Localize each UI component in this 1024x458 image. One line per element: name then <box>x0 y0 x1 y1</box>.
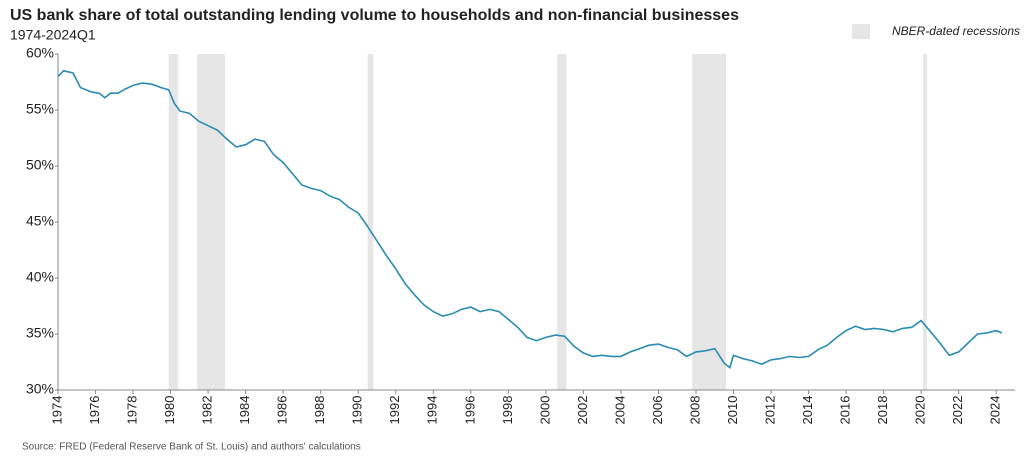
x-tick-label: 2006 <box>650 396 665 425</box>
x-tick-label: 2010 <box>725 396 740 425</box>
x-tick-label: 2020 <box>913 396 928 425</box>
y-tick-label: 55% <box>26 101 54 117</box>
recession-band <box>692 54 727 390</box>
x-tick-label: 1984 <box>237 396 252 425</box>
y-tick-label: 30% <box>26 381 54 397</box>
x-tick-label: 1974 <box>49 396 64 425</box>
x-tick-label: 2008 <box>687 396 702 425</box>
x-tick-label: 1994 <box>425 396 440 425</box>
y-tick-label: 50% <box>26 157 54 173</box>
recession-band <box>557 54 567 390</box>
x-tick-label: 1978 <box>124 396 139 425</box>
x-tick-label: 2016 <box>838 396 853 425</box>
legend-label: NBER-dated recessions <box>892 24 1020 38</box>
data-line <box>57 69 1003 369</box>
x-tick-label: 2004 <box>612 396 627 425</box>
recession-band <box>168 54 179 390</box>
x-tick-label: 2014 <box>800 396 815 425</box>
chart-subtitle: 1974-2024Q1 <box>10 27 96 43</box>
x-tick-label: 1990 <box>350 396 365 425</box>
legend-swatch <box>852 24 870 39</box>
recession-band <box>196 54 226 390</box>
x-tick-label: 2012 <box>762 396 777 425</box>
x-tick-label: 1980 <box>162 396 177 425</box>
y-tick-label: 60% <box>26 45 54 61</box>
y-tick-label: 40% <box>26 269 54 285</box>
x-tick-label: 2022 <box>950 396 965 425</box>
y-tick-label: 45% <box>26 213 54 229</box>
x-tick-label: 1988 <box>312 396 327 425</box>
x-tick-label: 2024 <box>988 396 1003 425</box>
x-tick-label: 1998 <box>500 396 515 425</box>
x-tick-label: 2018 <box>875 396 890 425</box>
recession-band <box>923 54 927 390</box>
source-note: Source: FRED (Federal Reserve Bank of St… <box>22 442 361 453</box>
y-tick-label: 35% <box>26 325 54 341</box>
chart-title: US bank share of total outstanding lendi… <box>10 7 739 24</box>
x-tick-label: 2002 <box>575 396 590 425</box>
x-tick-label: 2000 <box>537 396 552 425</box>
x-tick-label: 1996 <box>462 396 477 425</box>
x-tick-label: 1982 <box>200 396 215 425</box>
x-tick-label: 1992 <box>387 396 402 425</box>
x-tick-label: 1986 <box>275 396 290 425</box>
x-tick-label: 1976 <box>87 396 102 425</box>
recession-band <box>367 54 374 390</box>
